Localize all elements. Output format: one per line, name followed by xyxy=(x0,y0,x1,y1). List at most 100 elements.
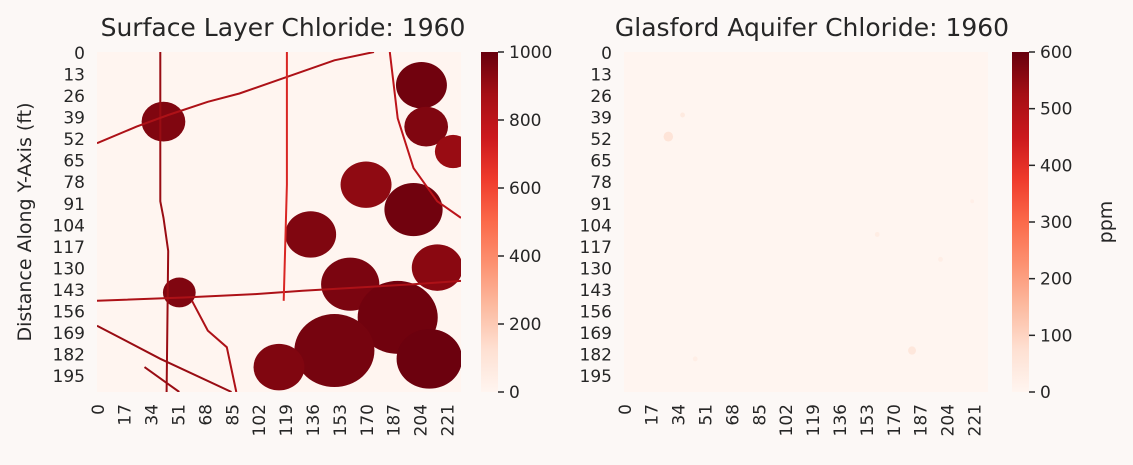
x-tick-label: 119 xyxy=(277,404,297,436)
y-tick-label: 78 xyxy=(590,173,612,193)
heatmap-spot xyxy=(680,112,685,118)
colorbar-tick-label: 600 xyxy=(509,179,541,199)
heatmap-spot xyxy=(692,356,698,362)
x-tick-label: 68 xyxy=(723,404,743,426)
heatmap-patch xyxy=(396,328,461,389)
y-tick-label: 26 xyxy=(590,87,612,107)
heatmap-spot xyxy=(970,199,975,204)
heatmap-spot xyxy=(938,256,943,262)
x-tick-label: 187 xyxy=(385,404,405,436)
y-tick-label: 182 xyxy=(53,346,85,366)
heatmap-road xyxy=(191,300,238,392)
x-tick-label: 51 xyxy=(170,404,190,426)
x-tick-label: 102 xyxy=(777,404,797,436)
colorbar-ticks: 0 100 200 300 400 500 600 xyxy=(1029,43,1072,403)
colorbar-tick-label: 200 xyxy=(1040,270,1072,290)
colorbar-gradient xyxy=(481,52,498,392)
x-tick-label: 221 xyxy=(966,404,986,436)
heatmap-spot xyxy=(663,131,674,142)
y-tick-label: 78 xyxy=(63,173,85,193)
y-tick-label: 39 xyxy=(590,109,612,129)
y-tick-label: 13 xyxy=(63,65,85,85)
x-tick-label: 170 xyxy=(358,404,378,436)
heatmap-patch xyxy=(340,161,392,208)
colorbar-label: ppm xyxy=(1095,201,1117,244)
heatmap-patch xyxy=(434,134,461,169)
x-tick-label: 204 xyxy=(412,404,432,436)
x-tick-label: 153 xyxy=(858,404,878,436)
y-tick-label: 52 xyxy=(63,130,85,150)
heatmap-road xyxy=(388,52,461,219)
surface-layer-panel: Surface Layer Chloride: 1960 Distance Al… xyxy=(14,13,552,436)
y-tick-label: 130 xyxy=(53,259,85,279)
x-tick-labels: 0 17 34 51 68 85 102 119 136 153 170 187 204 221 xyxy=(89,404,459,436)
x-tick-label: 102 xyxy=(250,404,270,436)
x-tick-label: 136 xyxy=(304,404,324,436)
y-tick-label: 52 xyxy=(590,130,612,150)
y-tick-label: 195 xyxy=(53,367,85,387)
x-tick-label: 170 xyxy=(885,404,905,436)
y-tick-label: 0 xyxy=(601,44,612,64)
y-axis-label: Distance Along Y-Axis (ft) xyxy=(14,102,36,341)
colorbar-tick-label: 400 xyxy=(509,247,541,267)
x-tick-label: 85 xyxy=(750,404,770,426)
y-tick-label: 26 xyxy=(63,87,85,107)
y-tick-label: 143 xyxy=(53,281,85,301)
heatmap-patch xyxy=(253,343,305,391)
heatmap-background xyxy=(624,52,988,392)
heatmap-patch xyxy=(411,244,461,291)
y-tick-label: 156 xyxy=(580,303,612,323)
colorbar-gradient xyxy=(1012,52,1029,392)
x-tick-label: 34 xyxy=(670,404,690,426)
x-tick-label: 51 xyxy=(697,404,717,426)
heatmap-road xyxy=(97,324,232,392)
colorbar-tick-label: 1000 xyxy=(509,43,552,63)
heatmap-patch xyxy=(404,106,449,147)
y-tick-label: 104 xyxy=(580,216,612,236)
heatmap-patch xyxy=(384,183,443,237)
x-tick-label: 85 xyxy=(223,404,243,426)
colorbar-tick-label: 500 xyxy=(1040,100,1072,120)
y-tick-label: 117 xyxy=(580,238,612,258)
colorbar-tick-label: 300 xyxy=(1040,213,1072,233)
heatmap-patch xyxy=(294,314,375,388)
x-tick-label: 204 xyxy=(939,404,959,436)
heatmap-patch xyxy=(395,61,447,109)
x-tick-label: 17 xyxy=(643,404,663,426)
colorbar-tick-label: 200 xyxy=(509,315,541,335)
colorbar-tick-label: 400 xyxy=(1040,156,1072,176)
heatmap-patch xyxy=(141,101,186,142)
y-tick-label: 104 xyxy=(53,216,85,236)
colorbar: 0 100 200 300 400 500 600 ppm xyxy=(1012,43,1117,403)
heatmap-spot xyxy=(908,346,916,355)
y-tick-label: 182 xyxy=(580,346,612,366)
chart-title: Glasford Aquifer Chloride: 1960 xyxy=(615,13,1009,42)
colorbar-tick-label: 0 xyxy=(509,383,520,403)
y-tick-label: 169 xyxy=(53,324,85,344)
x-tick-label: 0 xyxy=(89,404,109,415)
x-tick-label: 119 xyxy=(804,404,824,436)
y-tick-label: 65 xyxy=(590,152,612,172)
y-tick-label: 0 xyxy=(74,44,85,64)
y-tick-label: 65 xyxy=(63,152,85,172)
x-tick-label: 68 xyxy=(196,404,216,426)
colorbar: 0 200 400 600 800 1000 xyxy=(481,43,552,403)
heatmap-road xyxy=(97,52,375,145)
x-tick-label: 221 xyxy=(439,404,459,436)
x-tick-label: 136 xyxy=(831,404,851,436)
heatmap-road xyxy=(282,52,288,301)
y-tick-label: 195 xyxy=(580,367,612,387)
heatmap-spot xyxy=(874,231,880,237)
heatmap-road xyxy=(143,366,180,392)
x-tick-label: 34 xyxy=(143,404,163,426)
y-tick-label: 156 xyxy=(53,303,85,323)
colorbar-tick-label: 0 xyxy=(1040,383,1051,403)
colorbar-tick-label: 600 xyxy=(1040,43,1072,63)
y-tick-label: 130 xyxy=(580,259,612,279)
y-tick-label: 143 xyxy=(580,281,612,301)
glasford-aquifer-panel: Glasford Aquifer Chloride: 1960 01326395… xyxy=(580,13,1117,436)
x-tick-label: 0 xyxy=(616,404,636,415)
chart-title: Surface Layer Chloride: 1960 xyxy=(101,13,466,42)
